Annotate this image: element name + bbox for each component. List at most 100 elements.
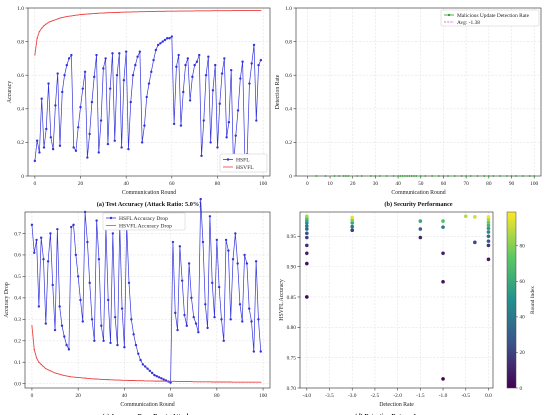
y-tick-label: 0.4 (285, 107, 292, 113)
y-tick-label: 0.4 (17, 107, 24, 113)
hsfl-drop-point (111, 232, 115, 235)
hsfl-accuracy-point (259, 58, 263, 62)
y-tick-label: 0 (289, 174, 292, 180)
detection-point (410, 175, 413, 177)
hsfl-drop-point (139, 358, 142, 362)
detection-point (315, 175, 318, 177)
hsfl-accuracy-point (248, 82, 251, 85)
detection-point (360, 175, 363, 177)
y-tick-label: 0.6 (14, 253, 21, 259)
hsfl-drop-point (90, 318, 94, 321)
hsfl-drop-point (247, 307, 251, 310)
colorbar-tick-label: 80 (520, 244, 526, 250)
hsfl-accuracy-point (49, 136, 53, 139)
detection-point (521, 175, 524, 177)
hsfl-accuracy-point (38, 151, 41, 154)
hsfl-accuracy-point (179, 124, 183, 127)
hsfl-drop-point (79, 298, 82, 302)
hsfl-drop-point (51, 283, 54, 287)
hsfl-drop-point (63, 335, 66, 338)
hsfl-drop-point (185, 324, 188, 327)
hsfl-drop-point (162, 378, 165, 381)
legend-box (219, 153, 268, 173)
hsfl-drop-point (120, 307, 124, 310)
y-tick-label: 0.7 (14, 231, 21, 237)
y-tick-label: 0.4 (14, 296, 21, 302)
hsfl-drop-point (53, 328, 57, 332)
detection-point (345, 175, 347, 177)
hsfl-accuracy-point (42, 146, 46, 149)
scatter-point (350, 224, 355, 229)
hsfl-drop-point (37, 305, 41, 308)
hsfl-accuracy-point (161, 40, 164, 43)
hsfl-accuracy-point (223, 57, 226, 60)
hsfl-accuracy-point (74, 149, 78, 152)
y-tick-label: 0.3 (14, 317, 21, 323)
axes-frame (299, 211, 494, 389)
hsfl-accuracy-point (250, 62, 253, 65)
hsfl-accuracy-point (118, 52, 121, 55)
detection-point (476, 175, 479, 177)
colorbar-tick-label: 40 (520, 315, 526, 321)
x-axis-label: Communication Round (120, 402, 174, 408)
hsfl-drop-point (236, 262, 239, 265)
colorbar-tick-label: 20 (520, 350, 526, 356)
detection-point (401, 175, 404, 177)
legend-label-hsfl-drop: HSFL Accuracy Drop (119, 216, 168, 222)
hsfl-accuracy-point (61, 90, 64, 94)
hsfl-drop-point (39, 236, 43, 239)
hsfl-accuracy-point (188, 99, 192, 102)
hsfl-accuracy-point (127, 147, 130, 151)
hsfl-accuracy-point (136, 55, 139, 58)
hsfl-accuracy-point (79, 105, 82, 109)
hsfl-drop-point (234, 232, 237, 235)
hsfl-accuracy-point (241, 60, 244, 63)
hsfl-drop-point (238, 303, 242, 306)
hsfl-accuracy-point (186, 57, 190, 60)
hsfl-accuracy-point (54, 104, 57, 107)
scatter-point (305, 295, 309, 299)
hsfl-drop-point (197, 330, 200, 334)
x-tick-label: 40 (122, 393, 128, 399)
detection-point (510, 175, 513, 177)
hsfl-accuracy-point (129, 100, 132, 104)
hsfl-accuracy-point (140, 141, 144, 144)
hsfl-accuracy-point (227, 121, 231, 124)
hsfl-drop-point (206, 326, 209, 330)
detection-point (413, 175, 415, 177)
hsfl-accuracy-point (102, 67, 105, 70)
hsfl-drop-point (204, 303, 207, 306)
hsfl-accuracy-point (154, 48, 158, 52)
scatter-point (418, 235, 423, 240)
scatter-point (486, 230, 491, 234)
hsfl-drop-point (243, 253, 246, 257)
hsfl-accuracy-point (214, 63, 217, 67)
hsfl-accuracy-point (106, 142, 110, 146)
detection-point (424, 175, 427, 177)
y-tick-label: 0.2 (17, 140, 24, 146)
hsfl-accuracy-point (209, 141, 212, 144)
hsfl-drop-point (44, 322, 48, 325)
x-tick-label: 90 (509, 181, 515, 187)
y-tick-label: 0.5 (14, 274, 21, 280)
x-tick-label: 50 (418, 181, 424, 187)
hsfl-drop-point (102, 339, 105, 342)
hsfl-accuracy-point (234, 134, 237, 137)
hsfl-drop-point (86, 240, 89, 244)
hsfl-accuracy-point (198, 53, 201, 57)
hsfl-drop-point (150, 371, 154, 375)
hsfl-drop-point (199, 197, 202, 201)
hsfl-accuracy-point (95, 53, 98, 57)
hsfl-accuracy-point (58, 144, 62, 147)
hsfl-drop-point (116, 343, 119, 347)
hsfl-drop-point (192, 315, 195, 319)
hsfl-accuracy-point (83, 70, 87, 74)
scatter-point (486, 243, 491, 248)
x-tick-label: 10 (327, 181, 333, 187)
hsfl-accuracy-point (120, 146, 123, 149)
hsfl-accuracy-point (166, 37, 169, 40)
hsfl-accuracy-point (220, 72, 224, 75)
plot-area (296, 8, 541, 176)
scatter-point (441, 225, 445, 229)
legend-box (102, 212, 186, 231)
